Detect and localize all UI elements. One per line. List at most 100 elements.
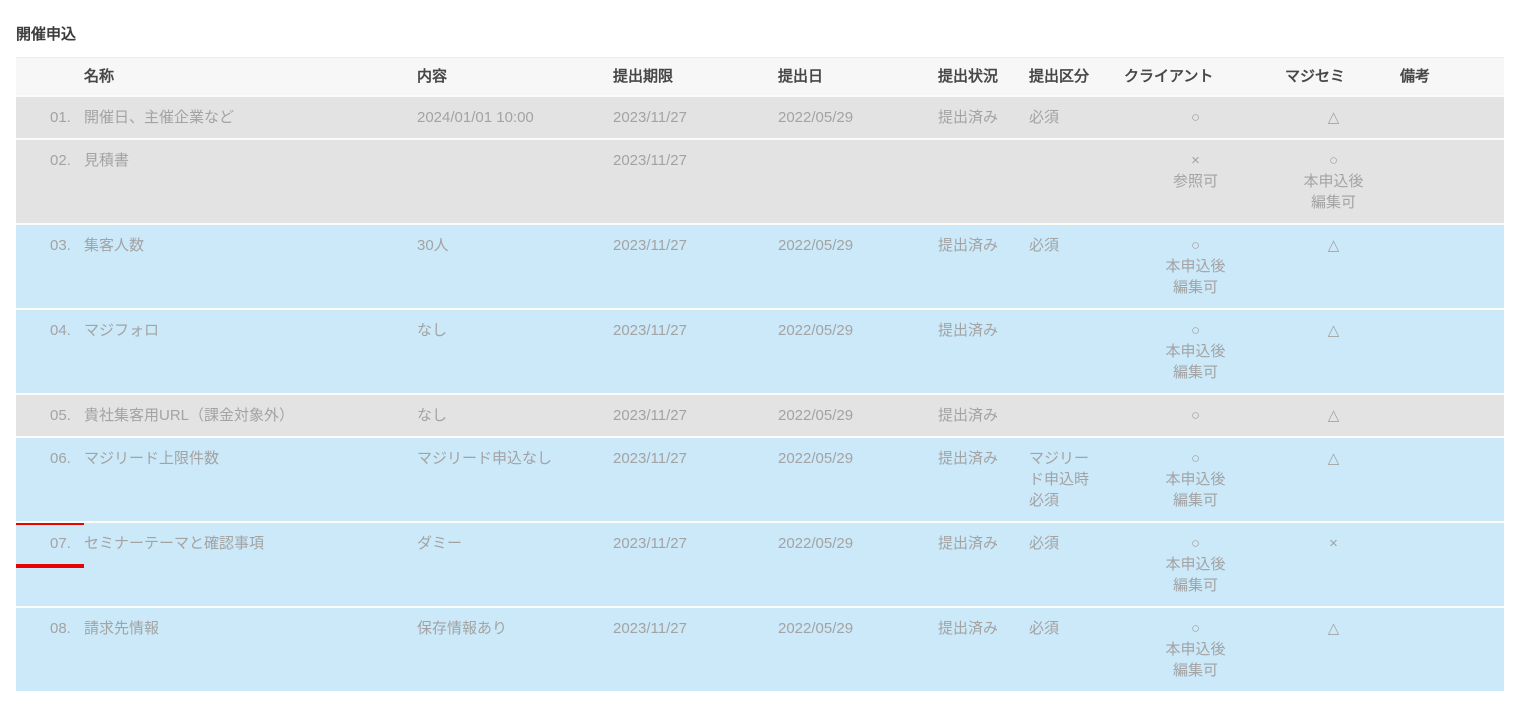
- cell-submit_date: [778, 139, 938, 224]
- table-row-02[interactable]: 02. 見積書 2023/11/27 × 参照可 ○ 本申込後 編集可: [16, 139, 1504, 224]
- cell-majisemi: ×: [1285, 522, 1400, 607]
- cell-note: [1400, 607, 1504, 691]
- cell-num: 02.: [16, 139, 84, 224]
- cell-majisemi: △: [1285, 437, 1400, 522]
- cell-name: 見積書: [84, 139, 417, 224]
- cell-content: [417, 139, 613, 224]
- cell-note: [1400, 394, 1504, 437]
- cell-status: 提出済み: [938, 224, 1029, 309]
- column-header-client: クライアント: [1124, 57, 1285, 96]
- cell-num: 05.: [16, 394, 84, 437]
- table-row-05[interactable]: 05. 貴社集客用URL（課金対象外） なし 2023/11/27 2022/05/29…: [16, 394, 1504, 437]
- cell-client: ○ 本申込後 編集可: [1124, 309, 1285, 394]
- cell-status: 提出済み: [938, 522, 1029, 607]
- cell-status: 提出済み: [938, 607, 1029, 691]
- cell-majisemi: △: [1285, 96, 1400, 139]
- cell-num: 06.: [16, 437, 84, 522]
- cell-category: [1029, 394, 1124, 437]
- cell-num: 08.: [16, 607, 84, 691]
- cell-submit_date: 2022/05/29: [778, 437, 938, 522]
- cell-client: ○ 本申込後 編集可: [1124, 437, 1285, 522]
- cell-category: 必須: [1029, 522, 1124, 607]
- cell-submit_date: 2022/05/29: [778, 224, 938, 309]
- cell-note: [1400, 96, 1504, 139]
- cell-note: [1400, 224, 1504, 309]
- cell-note: [1400, 522, 1504, 607]
- cell-client: ○: [1124, 394, 1285, 437]
- cell-content: 保存情報あり: [417, 607, 613, 691]
- cell-content: ダミー: [417, 522, 613, 607]
- cell-category: 必須: [1029, 607, 1124, 691]
- column-header-num: [16, 57, 84, 96]
- cell-client: ○: [1124, 96, 1285, 139]
- cell-majisemi: △: [1285, 394, 1400, 437]
- cell-deadline: 2023/11/27: [613, 224, 778, 309]
- cell-deadline: 2023/11/27: [613, 96, 778, 139]
- cell-client: ○ 本申込後 編集可: [1124, 607, 1285, 691]
- cell-num: 04.: [16, 309, 84, 394]
- cell-num: 03.: [16, 224, 84, 309]
- cell-submit_date: 2022/05/29: [778, 522, 938, 607]
- cell-name: 請求先情報: [84, 607, 417, 691]
- cell-category: [1029, 309, 1124, 394]
- cell-name: マジフォロ: [84, 309, 417, 394]
- table-row-08[interactable]: 08. 請求先情報 保存情報あり 2023/11/27 2022/05/29 提出済み 必須…: [16, 607, 1504, 691]
- cell-submit_date: 2022/05/29: [778, 607, 938, 691]
- cell-majisemi: △: [1285, 607, 1400, 691]
- table-row-06[interactable]: 06. マジリード上限件数 マジリード申込なし 2023/11/27 2022/05/2…: [16, 437, 1504, 522]
- column-header-deadline: 提出期限: [613, 57, 778, 96]
- cell-status: 提出済み: [938, 309, 1029, 394]
- column-header-majisemi: マジセミ: [1285, 57, 1400, 96]
- cell-note: [1400, 309, 1504, 394]
- column-header-content: 内容: [417, 57, 613, 96]
- table-header-row: 名称 内容 提出期限 提出日 提出状況 提出区分 クライアント マジセミ 備考: [16, 57, 1504, 96]
- cell-status: [938, 139, 1029, 224]
- cell-category: マジリード申込時必須: [1029, 437, 1124, 522]
- cell-majisemi: △: [1285, 224, 1400, 309]
- cell-status: 提出済み: [938, 437, 1029, 522]
- cell-submit_date: 2022/05/29: [778, 96, 938, 139]
- cell-category: 必須: [1029, 224, 1124, 309]
- cell-deadline: 2023/11/27: [613, 139, 778, 224]
- cell-content: なし: [417, 309, 613, 394]
- cell-majisemi: ○ 本申込後 編集可: [1285, 139, 1400, 224]
- submission-table: 名称 内容 提出期限 提出日 提出状況 提出区分 クライアント マジセミ 備考 01. 開催日、主…: [16, 57, 1504, 691]
- cell-deadline: 2023/11/27: [613, 522, 778, 607]
- cell-content: マジリード申込なし: [417, 437, 613, 522]
- cell-name: 貴社集客用URL（課金対象外）: [84, 394, 417, 437]
- cell-num: 01.: [16, 96, 84, 139]
- cell-client: × 参照可: [1124, 139, 1285, 224]
- table-row-01[interactable]: 01. 開催日、主催企業など 2024/01/01 10:00 2023/11/27 2…: [16, 96, 1504, 139]
- cell-category: [1029, 139, 1124, 224]
- cell-content: 2024/01/01 10:00: [417, 96, 613, 139]
- column-header-submit_date: 提出日: [778, 57, 938, 96]
- table-row-07[interactable]: 07. セミナーテーマと確認事項 ダミー 2023/11/27 2022/05/29 提出…: [16, 522, 1504, 607]
- column-header-note: 備考: [1400, 57, 1504, 96]
- cell-content: 30人: [417, 224, 613, 309]
- cell-submit_date: 2022/05/29: [778, 309, 938, 394]
- cell-name: マジリード上限件数: [84, 437, 417, 522]
- cell-name: セミナーテーマと確認事項: [84, 522, 417, 607]
- cell-note: [1400, 437, 1504, 522]
- cell-deadline: 2023/11/27: [613, 607, 778, 691]
- cell-num: 07.: [16, 522, 84, 607]
- table-row-03[interactable]: 03. 集客人数 30人 2023/11/27 2022/05/29 提出済み 必須 ○ 本申…: [16, 224, 1504, 309]
- highlight-box: [16, 522, 84, 568]
- cell-deadline: 2023/11/27: [613, 394, 778, 437]
- cell-name: 開催日、主催企業など: [84, 96, 417, 139]
- page-title: 開催申込: [16, 26, 77, 43]
- table-row-04[interactable]: 04. マジフォロ なし 2023/11/27 2022/05/29 提出済み ○ 本申込後…: [16, 309, 1504, 394]
- cell-status: 提出済み: [938, 96, 1029, 139]
- cell-category: 必須: [1029, 96, 1124, 139]
- column-header-category: 提出区分: [1029, 57, 1124, 96]
- cell-deadline: 2023/11/27: [613, 437, 778, 522]
- cell-deadline: 2023/11/27: [613, 309, 778, 394]
- table-header: 名称 内容 提出期限 提出日 提出状況 提出区分 クライアント マジセミ 備考: [16, 57, 1504, 96]
- cell-name: 集客人数: [84, 224, 417, 309]
- cell-client: ○ 本申込後 編集可: [1124, 224, 1285, 309]
- cell-submit_date: 2022/05/29: [778, 394, 938, 437]
- cell-majisemi: △: [1285, 309, 1400, 394]
- cell-status: 提出済み: [938, 394, 1029, 437]
- cell-note: [1400, 139, 1504, 224]
- cell-content: なし: [417, 394, 613, 437]
